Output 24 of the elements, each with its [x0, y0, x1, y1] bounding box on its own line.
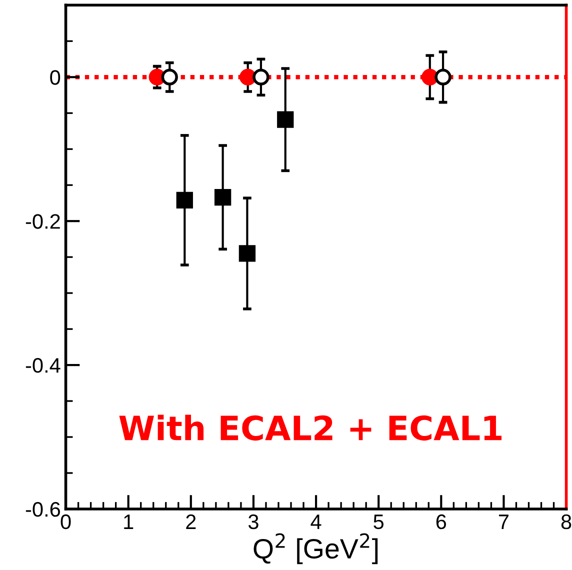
- annotation: With ECAL2 + ECAL1: [119, 414, 502, 441]
- x-axis-title: Q$^{2}$ [GeV$^{2}$]: [254, 533, 378, 564]
- x-tick-label: 3: [248, 514, 258, 530]
- point: [161, 68, 178, 86]
- x-tick-label: 2: [186, 514, 196, 529]
- y-tick-label: -0.2: [26, 214, 60, 229]
- point: [277, 111, 294, 128]
- point: [240, 68, 256, 86]
- point: [238, 245, 256, 262]
- y-tick-label: 0: [50, 70, 60, 85]
- x-tick-label: 8: [561, 514, 572, 530]
- y-tick-label: -0.4: [26, 358, 60, 373]
- x-tick-label: 0: [60, 514, 71, 530]
- point: [434, 68, 452, 86]
- x-tick-label: 7: [498, 514, 508, 529]
- x-tick-label: 4: [310, 514, 322, 529]
- y-tick-label: -0.6: [26, 502, 60, 517]
- x-tick-label: 5: [374, 514, 384, 530]
- point: [422, 68, 438, 86]
- x-tick-label: 1: [124, 514, 134, 529]
- point: [214, 188, 232, 206]
- point: [176, 192, 193, 209]
- point: [252, 68, 270, 86]
- x-tick-label: 6: [436, 514, 446, 530]
